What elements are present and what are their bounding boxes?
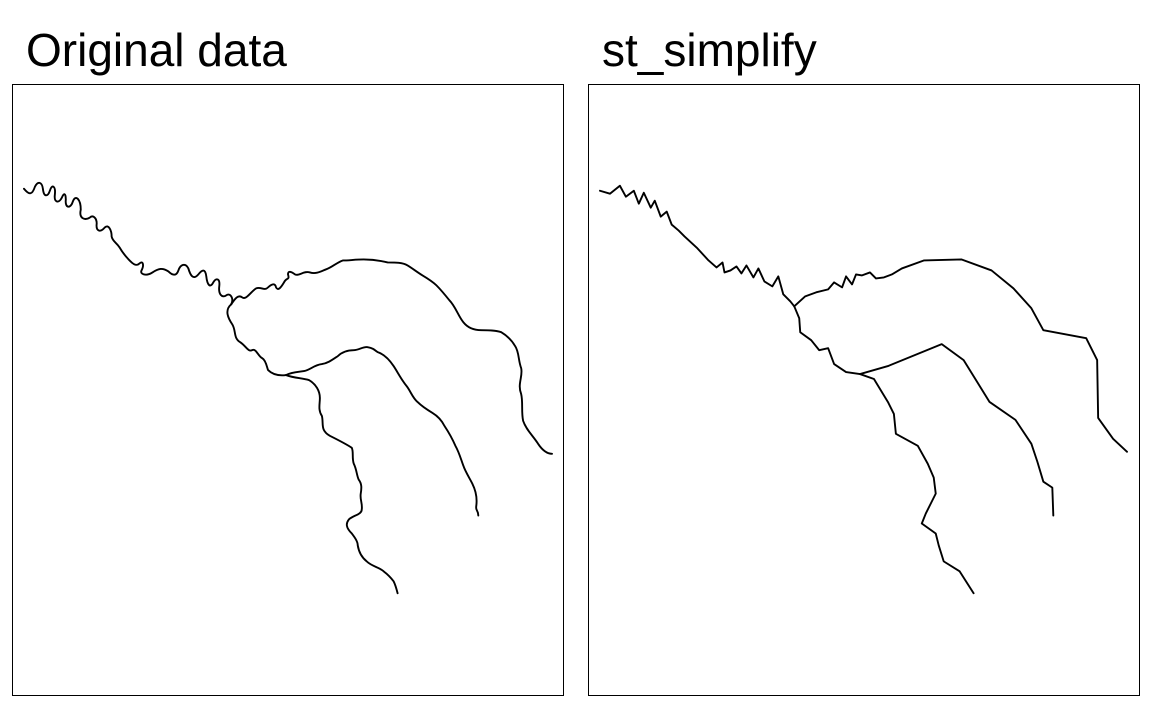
map-panel-simplified bbox=[588, 84, 1140, 696]
simplified-river-north-arm bbox=[793, 258, 1128, 453]
simplified-river-middle-arm bbox=[859, 343, 1055, 517]
river-south-arm bbox=[285, 374, 399, 595]
river-main-upper bbox=[23, 181, 234, 306]
river-map-original bbox=[23, 181, 553, 595]
simplified-river-main-lower bbox=[793, 305, 861, 376]
river-middle-arm bbox=[285, 346, 480, 517]
panel-title-original: Original data bbox=[26, 24, 287, 76]
map-panel-original bbox=[12, 84, 564, 696]
simplified-river-main-upper bbox=[599, 184, 796, 308]
river-main-lower bbox=[226, 303, 287, 377]
simplified-river-south-arm bbox=[859, 373, 975, 595]
river-map-simplified bbox=[599, 184, 1128, 595]
river-north-arm bbox=[230, 258, 553, 455]
panel-title-simplified: st_simplify bbox=[602, 24, 817, 76]
